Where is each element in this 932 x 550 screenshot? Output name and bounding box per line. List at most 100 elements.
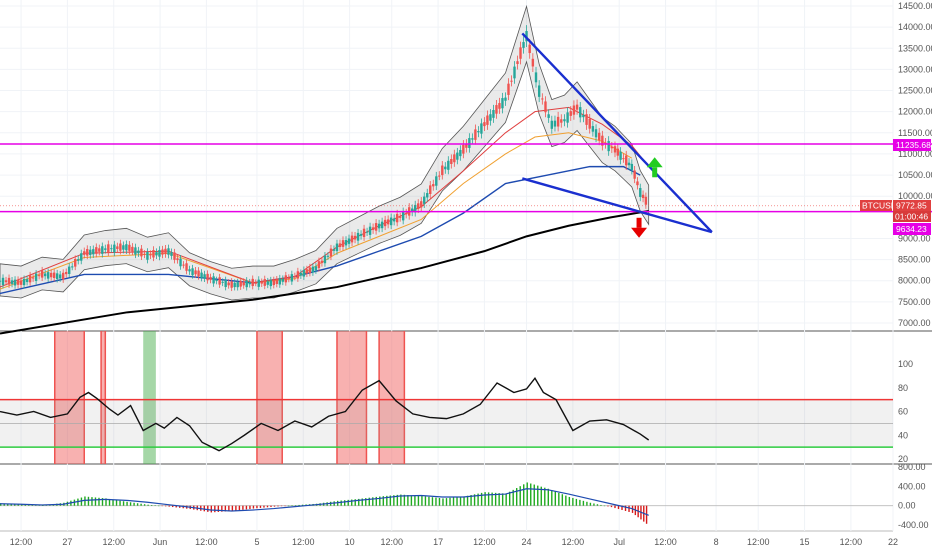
macd-histogram-bar: [172, 505, 174, 508]
macd-histogram-bar: [600, 504, 602, 506]
candle: [188, 269, 191, 272]
macd-histogram-bar: [10, 503, 12, 506]
candle: [254, 282, 257, 284]
candle: [194, 270, 197, 275]
symbol-label: BTCUSD: [862, 201, 897, 211]
price-tick-label: 10500.00: [898, 170, 932, 180]
time-tick-label: 12:00: [102, 537, 125, 547]
candle: [40, 270, 44, 278]
rsi-tick-label: 40: [898, 430, 908, 440]
candle: [429, 185, 432, 194]
candle: [101, 246, 104, 254]
macd-histogram-bar: [365, 498, 367, 506]
macd-histogram-bar: [35, 505, 37, 506]
candle: [326, 255, 330, 257]
macd-histogram-bar: [235, 505, 237, 511]
macd-histogram-bar: [537, 485, 539, 506]
macd-tick-label: 0.00: [898, 501, 916, 511]
macd-histogram-bar: [368, 497, 370, 506]
price-panel[interactable]: [0, 4, 932, 335]
candle: [305, 269, 309, 274]
candle: [104, 248, 107, 250]
candle: [492, 109, 495, 118]
candle: [83, 251, 86, 255]
macd-tick-label: 800.00: [898, 462, 926, 472]
macd-histogram-bar: [38, 505, 41, 506]
macd-histogram-bar: [77, 498, 79, 506]
macd-histogram-bar: [140, 503, 142, 506]
candle: [513, 66, 516, 79]
macd-histogram-bar: [161, 505, 163, 507]
macd-histogram-bar: [224, 505, 227, 512]
macd-histogram-bar: [438, 498, 441, 506]
macd-histogram-bar: [561, 494, 564, 506]
candle: [450, 159, 453, 165]
time-tick-label: 17: [433, 537, 443, 547]
candle: [377, 223, 381, 229]
price-tick-label: 11000.00: [898, 149, 932, 159]
macd-histogram-bar: [221, 505, 223, 512]
candle: [383, 219, 387, 227]
macd-histogram-bar: [533, 484, 535, 506]
macd-histogram-bar: [115, 500, 118, 506]
macd-tick-label: 400.00: [898, 481, 926, 491]
macd-histogram-bar: [298, 504, 300, 506]
macd-histogram-bar: [596, 504, 599, 506]
time-tick-label: 8: [714, 537, 719, 547]
macd-histogram-bar: [126, 501, 128, 506]
rsi-panel[interactable]: [0, 377, 893, 452]
trendline-descending[interactable]: [521, 32, 713, 233]
candle: [308, 267, 312, 273]
candle: [185, 263, 188, 271]
candle: [501, 98, 504, 109]
macd-histogram-bar: [175, 505, 177, 508]
candle: [212, 276, 215, 284]
trendline-lower[interactable]: [521, 177, 713, 234]
candle: [263, 279, 266, 286]
rsi-highlight-zones: [54, 331, 406, 464]
candle: [287, 277, 291, 279]
candle: [411, 208, 414, 213]
candle: [362, 228, 366, 238]
macd-histogram-bar: [544, 487, 546, 506]
macd-histogram-bar: [80, 497, 83, 506]
candle: [495, 105, 498, 114]
macd-histogram-bar: [228, 505, 230, 512]
candle: [95, 247, 98, 254]
candle: [486, 115, 489, 125]
candle: [365, 231, 369, 233]
macd-histogram-bar: [414, 495, 416, 506]
macd-histogram-bar: [340, 500, 342, 506]
drawing-layer[interactable]: [521, 32, 713, 238]
time-tick-label: 12:00: [473, 537, 496, 547]
macd-histogram-bar: [351, 499, 353, 506]
macd-histogram-bar: [442, 498, 444, 506]
candle: [395, 213, 399, 223]
macd-histogram-bar: [407, 495, 409, 506]
macd-histogram-bar: [628, 505, 630, 512]
candle: [131, 246, 134, 252]
candle: [4, 280, 8, 283]
candle: [25, 279, 29, 283]
macd-panel[interactable]: [0, 482, 893, 524]
green-up-arrow-icon[interactable]: [646, 157, 663, 178]
macd-histogram-bar: [421, 496, 423, 506]
macd-histogram-bar: [554, 491, 557, 506]
candle: [164, 248, 167, 255]
macd-histogram-bar: [459, 496, 462, 506]
macd-histogram-bar: [463, 496, 465, 506]
candle: [480, 123, 483, 134]
red-down-arrow-icon[interactable]: [631, 217, 648, 238]
candle: [281, 278, 285, 282]
candle: [453, 154, 456, 163]
macd-histogram-bar: [203, 505, 205, 512]
macd-histogram-bar: [207, 505, 209, 512]
candle: [420, 201, 423, 208]
candle: [575, 104, 579, 110]
overbought-zone: [256, 331, 283, 464]
macd-histogram-bar: [568, 496, 571, 506]
candle: [74, 258, 77, 267]
macd-histogram-bar: [150, 505, 153, 506]
candle: [197, 270, 200, 277]
